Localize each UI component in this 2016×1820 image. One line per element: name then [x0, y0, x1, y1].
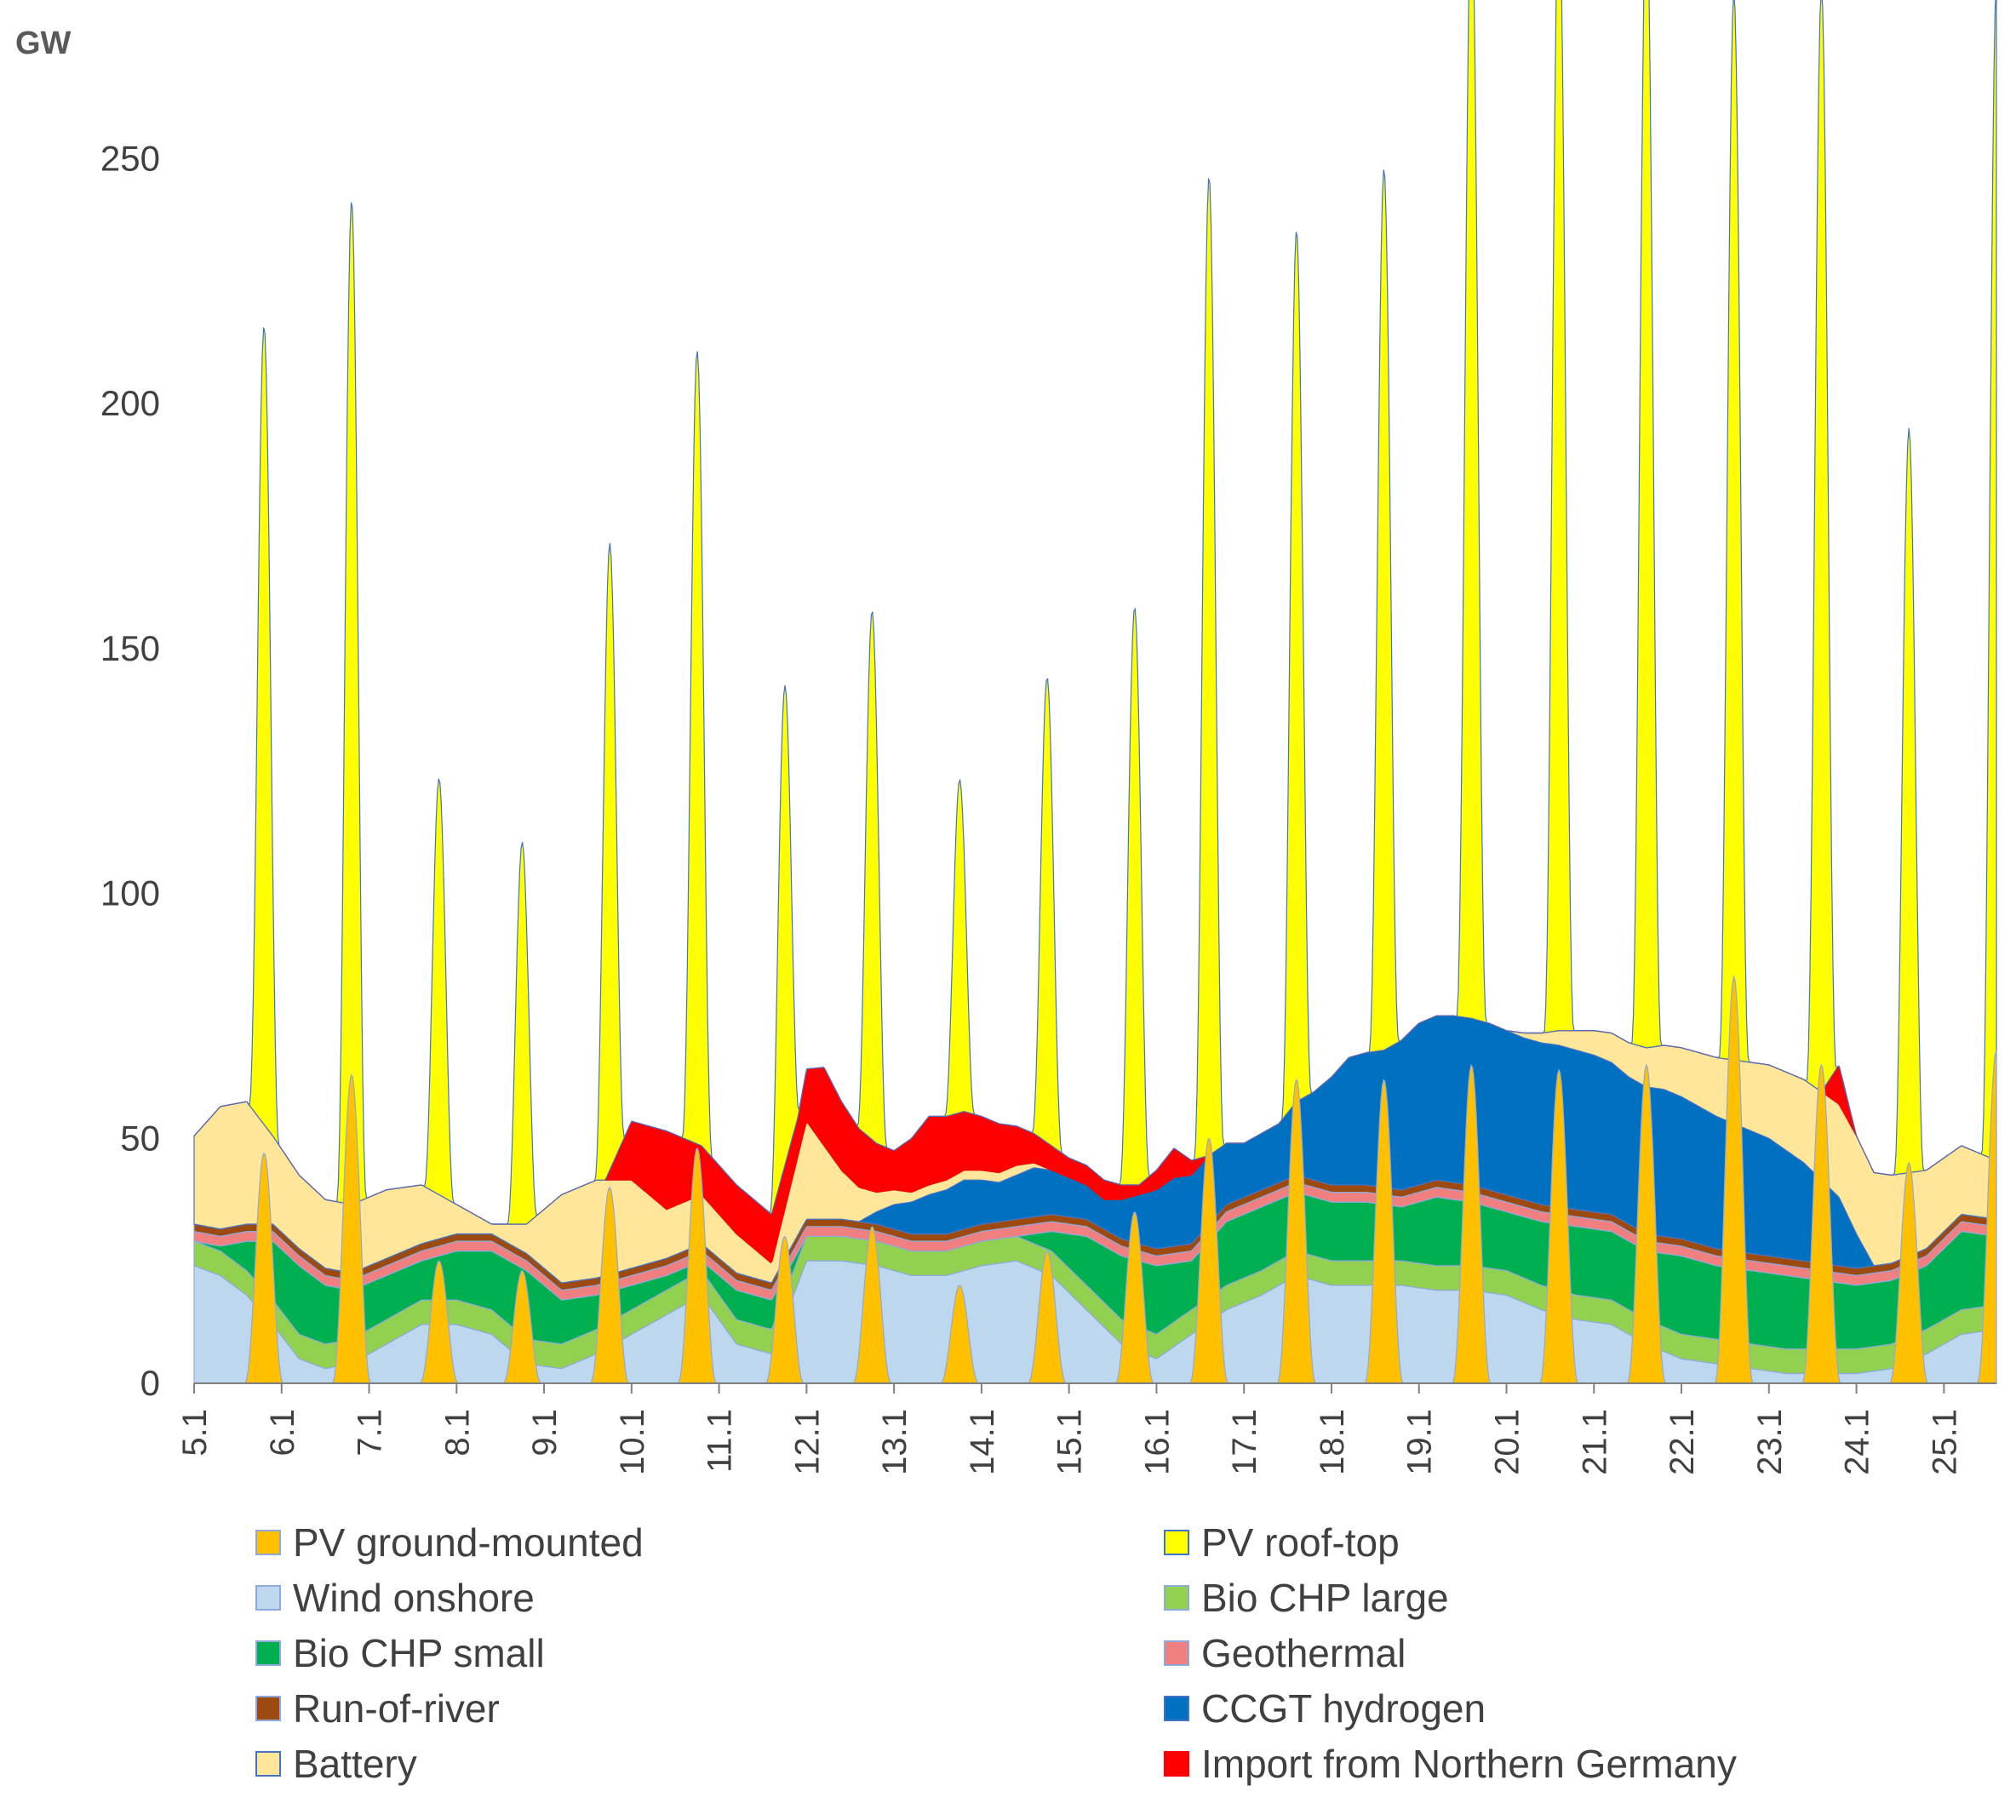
x-tick-label: 11.1: [702, 1409, 739, 1473]
legend-swatch: [255, 1696, 281, 1721]
x-tick-label: 5.1: [176, 1409, 214, 1457]
legend-label: Geothermal: [1201, 1631, 1406, 1675]
x-tick-label: 19.1: [1401, 1409, 1439, 1475]
x-tick-label: 12.1: [788, 1409, 826, 1475]
y-tick-label: 200: [100, 383, 160, 423]
legend-swatch: [255, 1585, 281, 1611]
legend-item: PV ground-mounted: [255, 1520, 644, 1565]
legend-item: PV roof-top: [1164, 1520, 1400, 1565]
legend-label: Bio CHP large: [1201, 1576, 1449, 1620]
legend-item: Bio CHP small: [255, 1630, 545, 1676]
x-tick-label: 8.1: [438, 1409, 476, 1457]
x-tick-label: 13.1: [876, 1409, 914, 1475]
y-tick-label: 150: [100, 628, 160, 668]
stacked-area-chart: 0 50 100 150 200 250 5.1 6.1 7.1 8.1 9.1 10.1 11.1 12…: [100, 0, 1997, 1475]
legend-swatch: [255, 1530, 281, 1555]
legend-swatch: [1164, 1530, 1189, 1555]
legend-label: Wind onshore: [293, 1576, 535, 1620]
legend-item: Wind onshore: [255, 1575, 535, 1621]
legend-item: Battery: [255, 1741, 417, 1787]
legend-item: Bio CHP large: [1164, 1575, 1449, 1621]
chart-legend: PV ground-mounted PV roof-top Wind onshore…: [255, 1520, 1873, 1800]
legend-item: CCGT hydrogen: [1164, 1686, 1486, 1731]
x-tick-label: 24.1: [1839, 1409, 1876, 1475]
legend-item: Import from Northern Germany: [1164, 1741, 1737, 1787]
y-tick-label: 0: [140, 1363, 160, 1403]
y-tick-label: 250: [100, 138, 160, 178]
legend-label: Battery: [293, 1742, 417, 1786]
legend-label: Run-of-river: [293, 1686, 500, 1731]
legend-item: Run-of-river: [255, 1686, 500, 1731]
x-tick-label: 20.1: [1489, 1409, 1526, 1475]
x-tick-label: 17.1: [1226, 1409, 1263, 1475]
legend-label: Import from Northern Germany: [1201, 1742, 1737, 1786]
legend-swatch: [1164, 1696, 1189, 1721]
legend-item: Geothermal: [1164, 1630, 1406, 1676]
x-tick-label: 9.1: [526, 1409, 564, 1457]
legend-label: Bio CHP small: [293, 1631, 545, 1675]
legend-label: CCGT hydrogen: [1201, 1686, 1486, 1731]
legend-swatch: [1164, 1585, 1189, 1611]
legend-swatch: [1164, 1640, 1189, 1666]
y-tick-label: 100: [100, 873, 160, 913]
legend-swatch: [1164, 1751, 1189, 1777]
area-series-pv-roof-top: [193, 0, 1997, 1225]
x-tick-label: 22.1: [1664, 1409, 1701, 1475]
legend-label: PV ground-mounted: [293, 1520, 644, 1565]
x-tick-label: 10.1: [614, 1409, 651, 1475]
y-tick-label: 50: [120, 1118, 160, 1158]
x-tick-label: 23.1: [1751, 1409, 1789, 1475]
x-tick-label: 7.1: [352, 1409, 389, 1457]
x-tick-label: 21.1: [1576, 1409, 1613, 1475]
x-tick-label: 15.1: [1051, 1409, 1089, 1475]
legend-label: PV roof-top: [1201, 1520, 1400, 1565]
legend-swatch: [255, 1640, 281, 1666]
x-tick-label: 6.1: [264, 1409, 301, 1457]
x-tick-label: 16.1: [1138, 1409, 1176, 1475]
x-tick-label: 18.1: [1314, 1409, 1351, 1475]
x-tick-label: 25.1: [1926, 1409, 1963, 1475]
x-tick-label: 14.1: [964, 1409, 1001, 1475]
y-axis-unit-label: GW: [15, 26, 72, 61]
legend-swatch: [255, 1751, 281, 1777]
